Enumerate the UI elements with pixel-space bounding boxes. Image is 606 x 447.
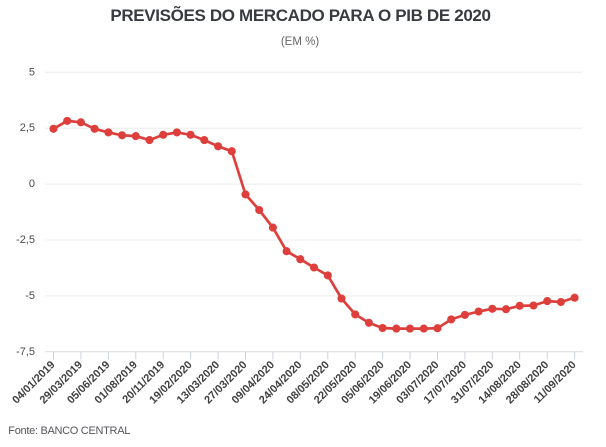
svg-text:2,5: 2,5 — [20, 122, 35, 134]
svg-text:Fonte: BANCO CENTRAL: Fonte: BANCO CENTRAL — [8, 425, 130, 437]
svg-text:(EM %): (EM %) — [281, 36, 320, 48]
svg-text:5: 5 — [29, 66, 35, 78]
svg-text:-5: -5 — [25, 290, 35, 302]
svg-text:-7,5: -7,5 — [16, 346, 35, 358]
svg-text:-2,5: -2,5 — [16, 234, 35, 246]
svg-text:PREVISÕES DO MERCADO PARA O PI: PREVISÕES DO MERCADO PARA O PIB DE 2020 — [110, 5, 490, 25]
svg-text:0: 0 — [29, 178, 35, 190]
